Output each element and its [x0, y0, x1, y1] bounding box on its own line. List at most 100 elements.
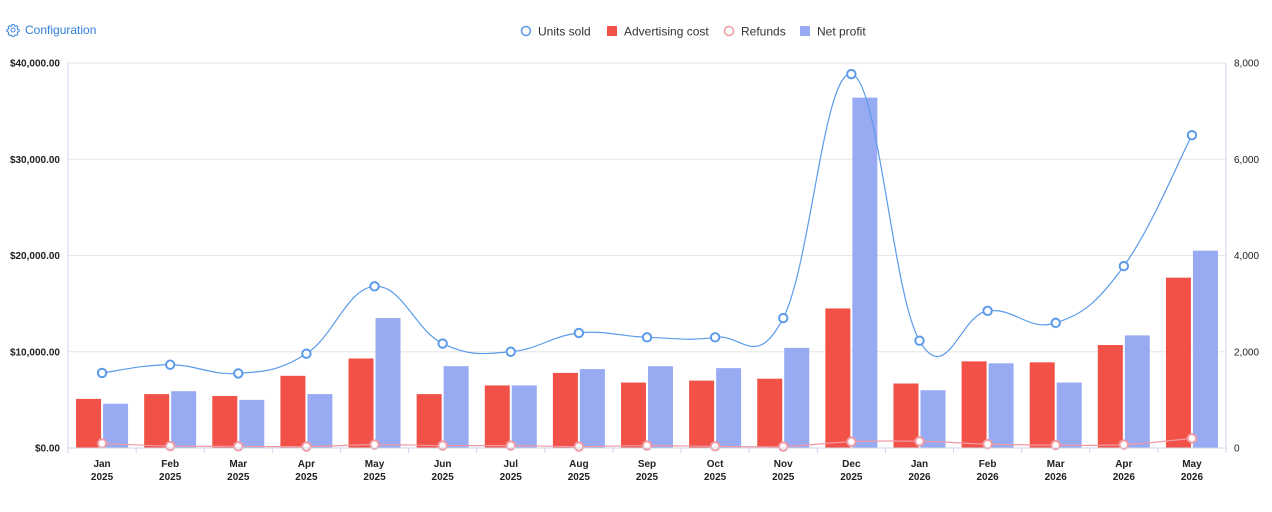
refunds-point — [1118, 439, 1130, 450]
advertising-cost-bar — [484, 385, 510, 448]
x-tick-label-year: 2026 — [976, 472, 999, 483]
advertising-cost-bar — [280, 375, 306, 448]
legend-marker-net-profit — [800, 26, 810, 36]
x-tick-label: Jul 2025 — [500, 459, 523, 483]
x-tick-label-year: 2025 — [704, 472, 727, 483]
refunds-point — [96, 438, 108, 449]
x-tick-label: Mar 2026 — [1045, 459, 1068, 483]
refunds-point — [709, 441, 721, 452]
y-right-tick-label: 2,000 — [1234, 347, 1259, 358]
legend-marker-advertising-cost — [607, 26, 617, 36]
x-tick-label: Feb 2026 — [976, 459, 999, 483]
x-tick-label: Dec 2025 — [840, 459, 863, 483]
net-profit-bar — [648, 366, 673, 448]
y-left-tick-label: $20,000.00 — [10, 251, 60, 262]
x-tick-label-year: 2025 — [91, 472, 114, 483]
units-sold-point — [573, 327, 585, 339]
advertising-cost-bar — [825, 308, 851, 448]
x-tick-label-month: Aug — [569, 459, 588, 470]
y-right-tick-label: 4,000 — [1234, 251, 1259, 262]
refunds-point — [1186, 433, 1198, 444]
net-profit-bar — [1124, 335, 1150, 448]
advertising-cost-bar — [1029, 362, 1055, 448]
advertising-cost-bar — [144, 394, 170, 448]
x-tick-label-month: Feb — [161, 459, 179, 470]
y-left-tick-label: $40,000.00 — [10, 59, 60, 70]
legend-marker-units-sold — [520, 25, 532, 37]
net-profit-bar — [784, 347, 810, 448]
legend-label-units-sold: Units sold — [538, 25, 591, 39]
refunds-point — [641, 440, 653, 451]
units-sold-point — [505, 346, 516, 357]
x-tick-label: May 2026 — [1181, 459, 1204, 483]
x-tick-label-year: 2026 — [1045, 472, 1068, 483]
x-tick-label-year: 2025 — [295, 472, 318, 483]
units-sold-point — [1050, 317, 1061, 329]
net-profit-bar — [1056, 382, 1082, 448]
units-sold-point — [846, 68, 857, 80]
y-left-tick-label: $30,000.00 — [10, 155, 60, 166]
x-tick-label-month: Apr — [1115, 459, 1132, 470]
legend-item-refunds[interactable]: Refunds — [723, 25, 786, 39]
net-profit-bar — [1192, 250, 1218, 448]
x-tick-label: Aug 2025 — [568, 459, 591, 483]
advertising-cost-bar — [757, 378, 783, 448]
units-sold-point — [437, 338, 448, 349]
x-tick-label: Apr 2026 — [1113, 459, 1136, 483]
x-tick-label-year: 2025 — [159, 472, 182, 483]
legend-item-advertising-cost[interactable]: Advertising cost — [607, 25, 709, 39]
x-tick-label-year: 2026 — [1181, 472, 1204, 483]
advertising-cost-bar — [961, 361, 987, 448]
legend: Units sold Advertising cost Refunds Net pro… — [520, 25, 866, 39]
advertising-cost-bar — [416, 394, 442, 448]
legend-item-net-profit[interactable]: Net profit — [800, 25, 866, 39]
x-tick-label-year: 2025 — [568, 472, 591, 483]
units-sold-point — [1186, 129, 1198, 141]
y-left-tick-label: $10,000.00 — [10, 347, 60, 358]
advertising-cost-bar — [552, 372, 578, 448]
net-profit-bar — [579, 369, 605, 448]
refunds-point — [914, 436, 925, 447]
advertising-cost-bar — [893, 383, 919, 448]
advertising-cost-bar — [689, 380, 715, 448]
x-tick-label-year: 2026 — [908, 472, 931, 483]
net-profit-bar — [920, 390, 946, 448]
refunds-point — [301, 441, 312, 452]
x-tick-label-month: Feb — [979, 459, 997, 470]
x-tick-label-year: 2025 — [227, 472, 250, 483]
x-tick-label: Jan 2025 — [91, 459, 114, 483]
units-sold-point — [301, 348, 312, 359]
refunds-point — [437, 440, 448, 451]
x-tick-label-month: Sep — [638, 459, 656, 470]
units-sold-point — [233, 368, 244, 379]
x-tick-label-month: Oct — [707, 459, 724, 470]
units-sold-line — [101, 73, 1193, 375]
x-tick-label-year: 2025 — [363, 472, 386, 483]
axes: $0.00 $10,000.00 $20,000.00 $30,000.00 $40,0… — [10, 59, 1260, 484]
x-tick-label-month: Jul — [504, 459, 519, 470]
net-profit-bar — [375, 318, 401, 448]
x-tick-label: Feb 2025 — [159, 459, 182, 483]
configuration-button[interactable]: Configuration — [6, 23, 96, 37]
net-profit-bar — [511, 385, 537, 448]
x-tick-label-month: Jan — [93, 459, 110, 470]
units-sold-point — [914, 335, 925, 346]
gear-icon — [6, 23, 20, 37]
refunds-point — [164, 440, 176, 452]
x-tick-label-year: 2025 — [772, 472, 795, 483]
bar-series — [76, 97, 1218, 449]
x-tick-label-month: Apr — [298, 459, 315, 470]
legend-label-advertising-cost: Advertising cost — [624, 25, 709, 39]
x-tick-label-month: Jan — [911, 459, 928, 470]
grid-lines — [68, 62, 1226, 353]
x-tick-label-month: Mar — [229, 459, 247, 470]
x-tick-label-month: May — [1182, 459, 1202, 470]
net-profit-bar — [443, 366, 469, 448]
x-tick-label: Nov 2025 — [772, 459, 795, 483]
legend-item-units-sold[interactable]: Units sold — [520, 25, 591, 39]
refunds-point — [233, 441, 244, 452]
net-profit-bar — [852, 97, 878, 449]
x-tick-label-year: 2025 — [500, 472, 523, 483]
x-tick-label-month: Dec — [842, 459, 861, 470]
advertising-cost-bar — [1097, 345, 1123, 448]
